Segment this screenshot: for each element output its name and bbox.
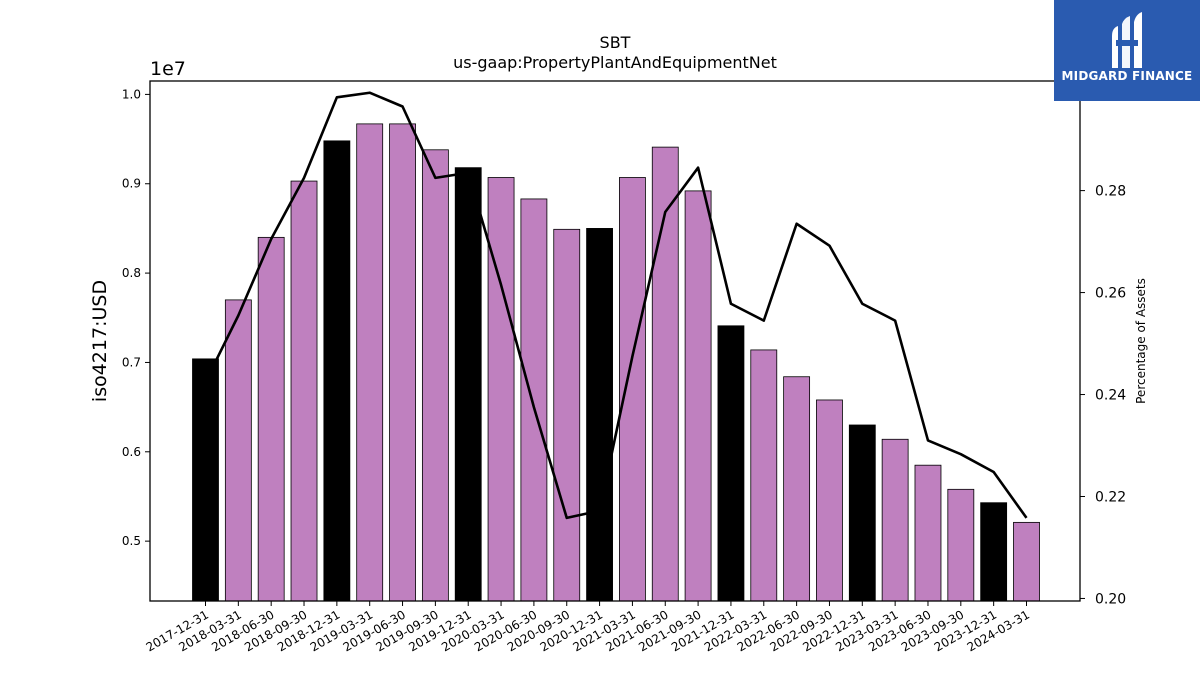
y2-tick-label: 0.28 — [1095, 184, 1126, 200]
y2-tick-label: 0.26 — [1095, 286, 1126, 302]
bar-2019-03-31 — [356, 123, 384, 602]
chart-title: SBT — [600, 33, 631, 52]
bar-2018-09-30 — [290, 180, 318, 602]
bar-2020-06-30 — [520, 198, 548, 602]
bar-2021-06-30 — [651, 146, 679, 602]
y2-axis-label: Percentage of Assets — [1134, 278, 1148, 404]
bar-2019-12-31 — [454, 167, 482, 602]
y-tick-label: 1.0 — [122, 87, 141, 101]
y-tick-label: 0.5 — [122, 534, 141, 548]
bar-2020-12-31 — [586, 228, 613, 602]
y-tick-label: 0.8 — [122, 266, 141, 280]
bar-2022-06-30 — [783, 376, 811, 602]
y-tick-label: 0.7 — [122, 355, 141, 369]
midgard-finance-logo: MIDGARD FINANCE — [1054, 0, 1200, 101]
y2-tick-label: 0.24 — [1095, 388, 1126, 404]
x-axis-ticks: 2017-12-312018-03-312018-06-302018-09-30… — [144, 601, 1032, 654]
bar-2019-09-30 — [421, 149, 449, 602]
midgard-logo-icon — [1112, 12, 1142, 68]
y-tick-label: 0.9 — [122, 177, 141, 191]
bar-2021-12-31 — [717, 325, 745, 602]
y-tick-label: 0.6 — [122, 445, 141, 459]
bar-2022-09-30 — [816, 399, 843, 602]
y-axis-ticks: 0.5 0.6 0.7 0.8 0.9 1.0 — [122, 87, 150, 548]
bar-2017-12-31 — [192, 358, 219, 602]
y2-tick-label: 0.22 — [1095, 489, 1126, 505]
y2-axis-ticks: 0.20 0.22 0.24 0.26 0.28 — [1080, 184, 1126, 607]
y2-tick-label: 0.20 — [1095, 591, 1126, 607]
bar-2021-09-30 — [684, 190, 712, 602]
bar-2022-12-31 — [848, 424, 876, 602]
y-axis-offset-label: 1e7 — [150, 58, 186, 80]
bar-series — [192, 123, 1040, 602]
bar-2022-03-31 — [750, 349, 778, 602]
bar-2020-03-31 — [487, 177, 515, 602]
plot-frame — [149, 80, 1081, 602]
bar-2023-03-31 — [881, 438, 909, 602]
bar-2023-12-31 — [980, 502, 1008, 602]
bar-2018-06-30 — [257, 236, 285, 602]
bar-2018-03-31 — [224, 299, 252, 602]
brand-name: MIDGARD FINANCE — [1061, 69, 1193, 83]
percentage-line — [204, 91, 1028, 520]
bar-2018-12-31 — [323, 140, 351, 602]
bar-2021-03-31 — [619, 177, 646, 602]
y-axis-label: iso4217:USD — [89, 280, 111, 402]
bar-2019-06-30 — [389, 123, 416, 602]
bar-2024-03-31 — [1013, 521, 1040, 602]
chart-subtitle: us-gaap:PropertyPlantAndEquipmentNet — [453, 53, 777, 72]
bar-2020-09-30 — [553, 228, 581, 602]
bar-2023-06-30 — [914, 464, 942, 602]
bar-2023-09-30 — [947, 488, 975, 602]
